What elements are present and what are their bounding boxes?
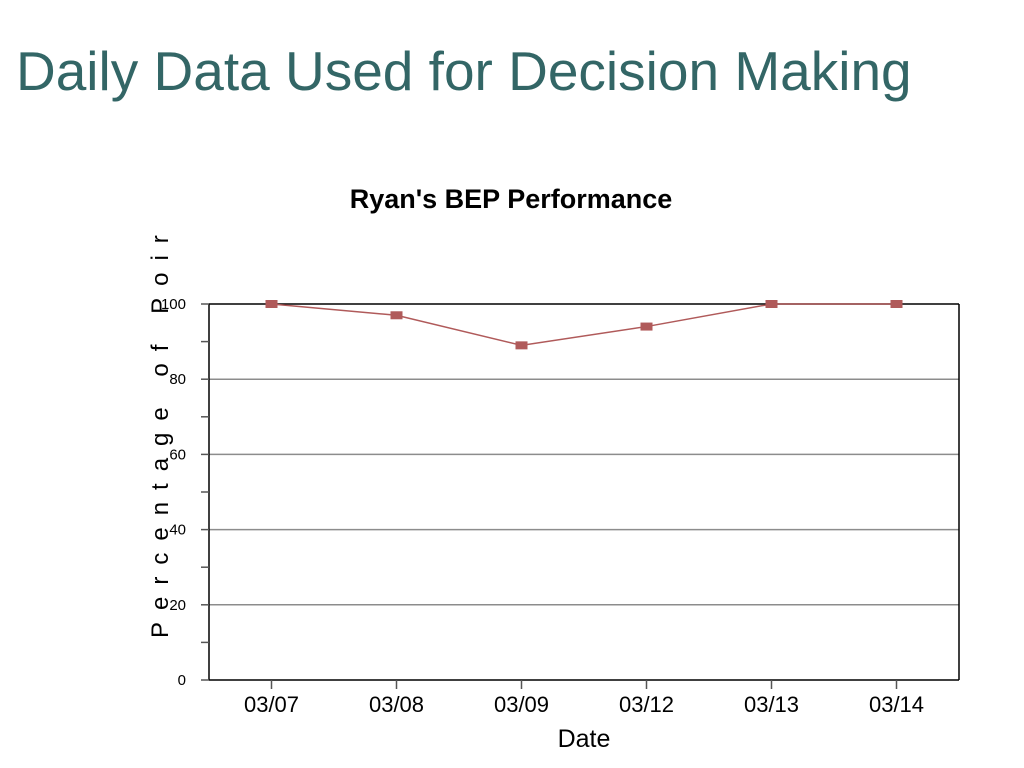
x-tick-label: 03/14 xyxy=(869,692,924,717)
data-point xyxy=(890,300,903,308)
y-tick-label: 80 xyxy=(169,371,186,388)
x-tick-label: 03/09 xyxy=(494,692,549,717)
gridlines xyxy=(209,303,959,606)
axes xyxy=(201,303,960,689)
x-tick-label: 03/13 xyxy=(744,692,799,717)
x-tick-label: 03/07 xyxy=(244,692,299,717)
slide-title: Daily Data Used for Decision Making xyxy=(16,40,912,102)
x-tick-label: 03/08 xyxy=(369,692,424,717)
data-point xyxy=(390,311,403,320)
x-tick-labels: 03/07 03/08 03/09 03/12 03/13 03/14 xyxy=(244,692,924,717)
series xyxy=(265,300,903,350)
y-tick-label: 100 xyxy=(161,296,186,313)
x-axis-title: Date xyxy=(558,725,611,753)
data-point xyxy=(265,300,278,308)
x-tick-label: 03/12 xyxy=(619,692,674,717)
y-tick-labels: 0 20 40 60 80 100 xyxy=(161,296,186,689)
series-line xyxy=(271,303,897,347)
y-tick-label: 60 xyxy=(169,446,186,463)
y-tick-label: 0 xyxy=(178,672,186,689)
data-point xyxy=(640,322,653,331)
y-tick-label: 20 xyxy=(169,597,186,614)
data-point xyxy=(765,300,778,308)
y-tick-label: 40 xyxy=(169,522,186,539)
data-point xyxy=(515,341,528,350)
chart-title: Ryan's BEP Performance xyxy=(350,184,673,214)
y-axis-title: Percentage of Poir xyxy=(147,223,174,638)
